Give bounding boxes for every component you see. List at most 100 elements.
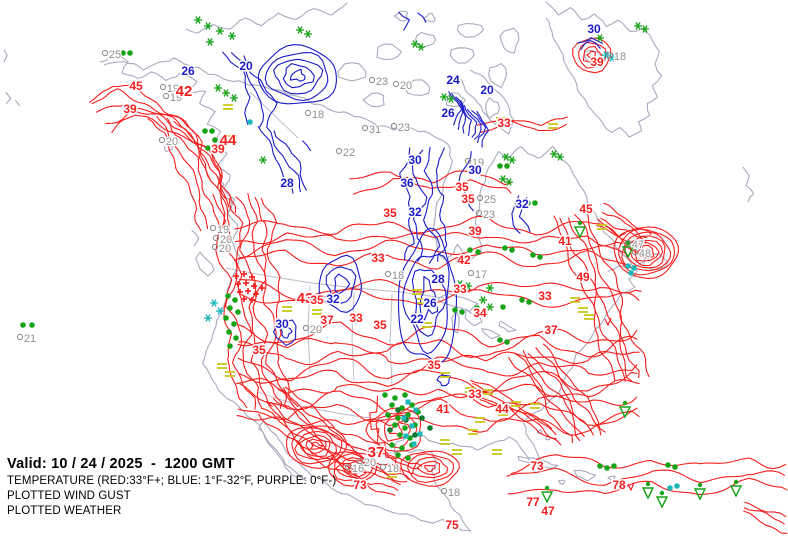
border-line (257, 391, 385, 421)
cyan-square-symbol (409, 423, 415, 429)
warm-contour-line (743, 507, 785, 525)
island-coastline-path (414, 31, 437, 49)
station-circle-icon (390, 122, 398, 130)
rain-dot-symbol (389, 442, 395, 448)
snow-symbol (486, 303, 494, 311)
rain-dot-symbol (672, 464, 678, 470)
station-plot: 19 (209, 223, 230, 237)
station-value: 20 (219, 243, 231, 255)
cold-contour-line (302, 140, 312, 152)
cold-contour-line (476, 110, 489, 148)
wind-gust-icon (217, 363, 227, 369)
rain-dot-symbol (407, 435, 413, 441)
cold-contour-line (230, 52, 265, 128)
island-coastline-path (362, 92, 385, 108)
warm-contour-label: 37 (368, 444, 385, 461)
cold-contour-label: 26 (441, 106, 455, 120)
snow-symbol (206, 38, 214, 46)
legend-weather-text: PLOTTED WEATHER (7, 505, 122, 517)
warm-contour-ring (586, 50, 597, 60)
plotted-weather-symbols-layer (20, 16, 743, 509)
cold-contour-label: 32 (326, 292, 340, 306)
cold-contour-label: 32 (408, 205, 422, 219)
coastline-path (545, 1, 663, 138)
station-circle-icon (368, 76, 376, 84)
cold-contour-label: 28 (431, 272, 445, 286)
lake-island-coastline-path (464, 309, 483, 327)
warm-contour-label: 35 (461, 192, 475, 206)
rain-dot-symbol (397, 432, 403, 438)
cold-contour-label: 30 (468, 163, 482, 177)
warm-contour-ring (328, 451, 378, 487)
wind-gust-icon (530, 403, 540, 409)
rain-dot-symbol (402, 392, 408, 398)
snow-symbol (216, 27, 224, 35)
station-value: 25 (484, 194, 496, 206)
warm-contour-line (237, 356, 638, 382)
station-value: 17 (475, 269, 487, 281)
station-plot: 20 (392, 79, 413, 93)
warm-contour-line (527, 352, 594, 436)
warm-contour-line (513, 352, 581, 442)
rain-dot-symbol (385, 412, 391, 418)
station-circle-icon (440, 487, 448, 495)
plus-symbol (235, 281, 241, 287)
island-coastline-path (499, 27, 520, 54)
cold-contour-ring (273, 58, 324, 95)
rain-dot-symbol (452, 307, 458, 313)
rain-dot-symbol (232, 297, 238, 303)
rain-dot-symbol (530, 252, 536, 258)
station-circle-icon (464, 157, 472, 165)
wind-gust-icon (440, 372, 450, 378)
warm-contour-line (282, 387, 420, 470)
warm-contour-line (586, 211, 650, 378)
warm-contour-ring (407, 453, 455, 484)
wind-gust-icon (584, 314, 594, 320)
rain-dot-symbol (459, 309, 465, 315)
warm-contour-line (247, 192, 283, 409)
station-plot: 20 (158, 135, 179, 149)
cold-contour-line (511, 195, 521, 234)
rain-dot-symbol (392, 422, 398, 428)
snow-symbol (505, 178, 513, 186)
warm-contour-label: 78 (612, 478, 626, 492)
snow-symbol (502, 153, 510, 161)
rain-dot-symbol (475, 249, 481, 255)
warm-contour-line (522, 350, 585, 438)
rain-dot-symbol (29, 322, 35, 328)
cyan-snow-symbol (210, 299, 218, 307)
island-coastline-path (423, 12, 436, 23)
cold-contour-line (435, 147, 448, 262)
coastline-path (217, 175, 225, 193)
cold-contour-line (451, 93, 464, 130)
cold-contour-label: 26 (181, 64, 195, 78)
cold-contour-line (399, 147, 415, 261)
station-circle-icon (606, 51, 614, 59)
warm-contour-line (91, 88, 220, 189)
rain-dot-symbol (20, 322, 26, 328)
cyan-square-symbol (405, 399, 411, 405)
warm-contour-label: 45 (129, 79, 143, 93)
cold-contour-ring (264, 52, 329, 102)
warm-contour-line (261, 407, 399, 492)
warm-contour-ring (285, 425, 348, 469)
legend-temperature-text: TEMPERATURE (RED:33°F+; BLUE: 1°F-32°F, … (7, 475, 337, 487)
dark-rain-dot-symbol (395, 407, 401, 413)
cold-contour-ring (318, 254, 362, 313)
warm-contour-line (553, 215, 616, 381)
station-plot: 19 (159, 82, 180, 96)
rain-dot-symbol (382, 392, 388, 398)
cold-contour-label: 20 (480, 83, 494, 97)
station-value: 21 (24, 333, 36, 345)
warm-contour-line (506, 467, 786, 486)
snow-symbol (596, 34, 604, 42)
snow-symbol (230, 94, 238, 102)
island-coastline-path (488, 62, 508, 89)
rain-dot-symbol (233, 335, 239, 341)
cold-contour-label: 30 (408, 153, 422, 167)
snow-symbol (447, 95, 455, 103)
island-coastline-path (337, 62, 367, 82)
snow-symbol (259, 156, 267, 164)
dark-rain-dot-symbol (427, 425, 433, 431)
